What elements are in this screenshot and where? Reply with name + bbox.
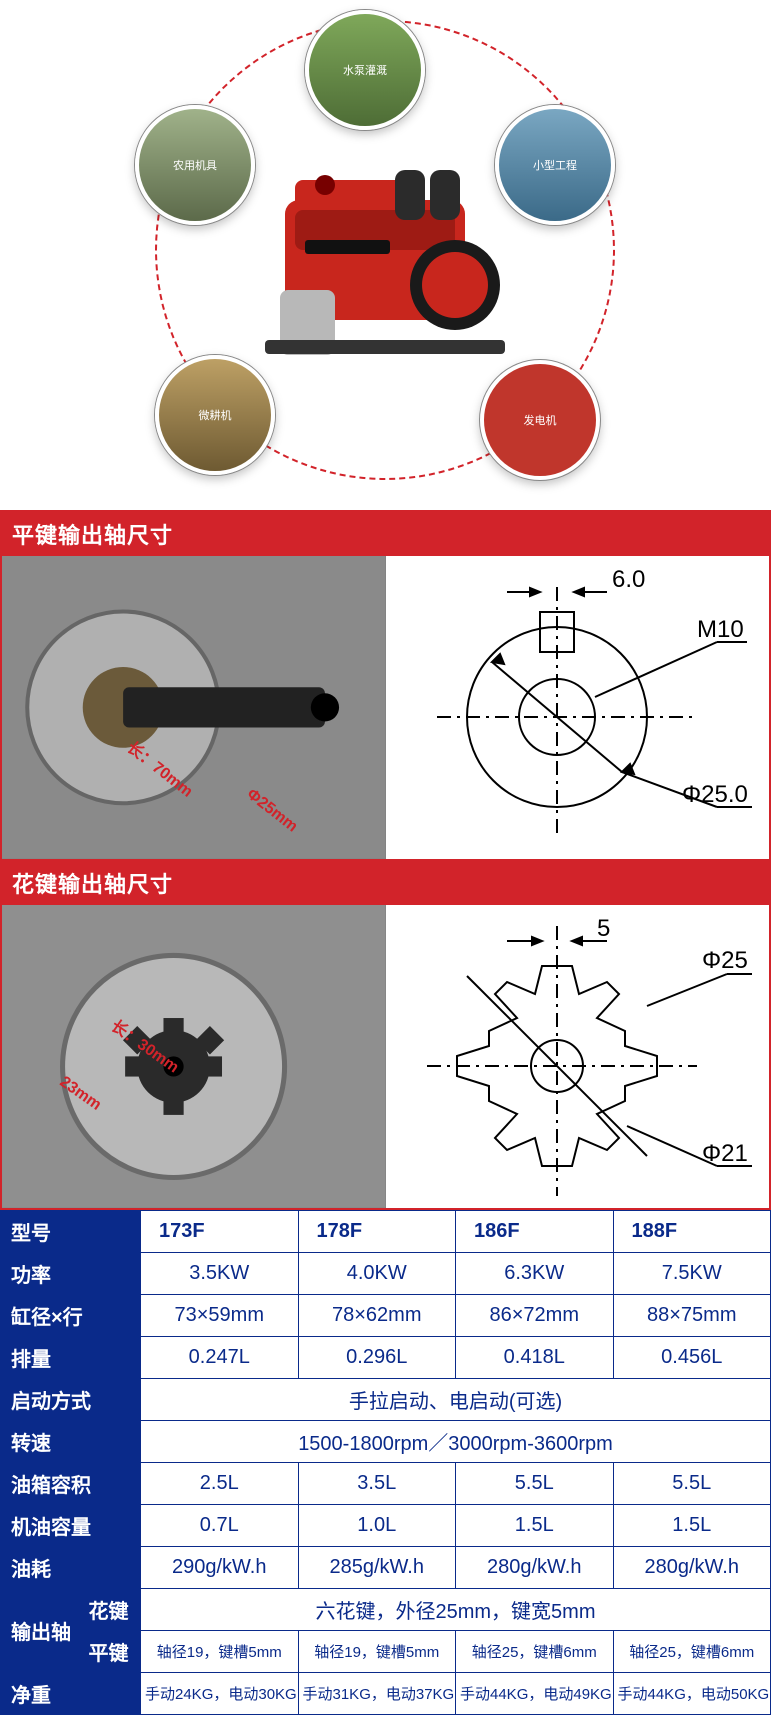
spline-shaft-diagram: 5 Φ25 Φ21 xyxy=(386,905,770,1208)
bubble-label: 农用机具 xyxy=(173,157,217,173)
hdr-rpm: 转速 xyxy=(1,1420,141,1462)
dim-outer-dia: Φ25.0 xyxy=(682,781,748,808)
cell: 1500-1800rpm／3000rpm-3600rpm xyxy=(141,1420,771,1462)
bubble-label: 发电机 xyxy=(524,412,557,428)
hdr-fuel: 油耗 xyxy=(1,1546,141,1588)
cell: 4.0KW xyxy=(298,1252,456,1294)
cell: 188F xyxy=(613,1210,771,1252)
cell: 6.3KW xyxy=(456,1252,614,1294)
hdr-oil: 机油容量 xyxy=(1,1504,141,1546)
spline-shaft-section: 花键输出轴尺寸 长：30mm 23mm xyxy=(0,861,771,1210)
app-bubble-5: 发电机 xyxy=(480,360,600,480)
row-keyshaft: 平键 轴径19，键槽5mm 轴径19，键槽5mm 轴径25，键槽6mm 轴径25… xyxy=(1,1630,771,1672)
row-start: 启动方式 手拉启动、电启动(可选) xyxy=(1,1378,771,1420)
cell: 280g/kW.h xyxy=(456,1546,614,1588)
cell: 0.247L xyxy=(141,1336,299,1378)
shaft-photo-icon xyxy=(2,556,386,859)
engine-icon xyxy=(245,140,525,360)
cell: 73×59mm xyxy=(141,1294,299,1336)
cell: 手拉启动、电启动(可选) xyxy=(141,1378,771,1420)
cell: 1.0L xyxy=(298,1504,456,1546)
section-title: 平键输出轴尺寸 xyxy=(2,512,769,556)
cell: 3.5L xyxy=(298,1462,456,1504)
bubble-label: 小型工程 xyxy=(533,157,577,173)
applications-hero: 水泵灌溉 农用机具 小型工程 微耕机 发电机 xyxy=(0,0,771,510)
cell: 0.456L xyxy=(613,1336,771,1378)
cell: 0.7L xyxy=(141,1504,299,1546)
hdr-bore: 缸径×行 xyxy=(1,1294,141,1336)
spline-photo-icon xyxy=(2,905,386,1208)
cell: 290g/kW.h xyxy=(141,1546,299,1588)
cell: 178F xyxy=(298,1210,456,1252)
cell: 88×75mm xyxy=(613,1294,771,1336)
section-body: 长：70mm Φ25mm xyxy=(2,556,769,859)
cell: 7.5KW xyxy=(613,1252,771,1294)
cell: 轴径25，键槽6mm xyxy=(456,1630,614,1672)
bubble-label: 水泵灌溉 xyxy=(343,62,387,78)
cell: 0.418L xyxy=(456,1336,614,1378)
app-bubble-4: 微耕机 xyxy=(155,355,275,475)
cell: 186F xyxy=(456,1210,614,1252)
row-tank: 油箱容积 2.5L 3.5L 5.5L 5.5L xyxy=(1,1462,771,1504)
spline-shaft-photo: 长：30mm 23mm xyxy=(2,905,386,1208)
hdr-disp: 排量 xyxy=(1,1336,141,1378)
cell: 285g/kW.h xyxy=(298,1546,456,1588)
row-power: 功率 3.5KW 4.0KW 6.3KW 7.5KW xyxy=(1,1252,771,1294)
section-title: 花键输出轴尺寸 xyxy=(2,861,769,905)
bubble-label: 微耕机 xyxy=(199,407,232,423)
cell: 六花键，外径25mm，键宽5mm xyxy=(141,1588,771,1630)
flat-key-shaft-photo: 长：70mm Φ25mm xyxy=(2,556,386,859)
hdr-output-shaft: 输出轴 xyxy=(1,1588,71,1672)
spec-table: 型号 173F 178F 186F 188F 功率 3.5KW 4.0KW 6.… xyxy=(0,1210,771,1715)
row-rpm: 转速 1500-1800rpm／3000rpm-3600rpm xyxy=(1,1420,771,1462)
dim-inner-dia: Φ21 xyxy=(702,1140,748,1167)
cell: 173F xyxy=(141,1210,299,1252)
app-bubble-1: 水泵灌溉 xyxy=(305,10,425,130)
hdr-start: 启动方式 xyxy=(1,1378,141,1420)
hdr-spline: 花键 xyxy=(71,1588,141,1630)
dim-outer-dia: Φ25 xyxy=(702,947,748,974)
cell: 轴径19，键槽5mm xyxy=(298,1630,456,1672)
section-body: 长：30mm 23mm xyxy=(2,905,769,1208)
cell: 86×72mm xyxy=(456,1294,614,1336)
flat-key-diagram-svg: 6.0 M10 Φ25.0 xyxy=(397,557,757,857)
hdr-power: 功率 xyxy=(1,1252,141,1294)
row-disp: 排量 0.247L 0.296L 0.418L 0.456L xyxy=(1,1336,771,1378)
hdr-keyshaft: 平键 xyxy=(71,1630,141,1672)
row-bore: 缸径×行 73×59mm 78×62mm 86×72mm 88×75mm xyxy=(1,1294,771,1336)
cell: 轴径25，键槽6mm xyxy=(613,1630,771,1672)
row-model: 型号 173F 178F 186F 188F xyxy=(1,1210,771,1252)
cell: 2.5L xyxy=(141,1462,299,1504)
dim-key-width: 5 xyxy=(597,915,610,942)
hdr-model: 型号 xyxy=(1,1210,141,1252)
hdr-tank: 油箱容积 xyxy=(1,1462,141,1504)
flat-key-shaft-diagram: 6.0 M10 Φ25.0 xyxy=(386,556,770,859)
cell: 1.5L xyxy=(613,1504,771,1546)
dim-thread: M10 xyxy=(697,616,744,643)
row-spline: 输出轴 花键 六花键，外径25mm，键宽5mm xyxy=(1,1588,771,1630)
cell: 1.5L xyxy=(456,1504,614,1546)
dim-key-width: 6.0 xyxy=(612,566,645,593)
row-fuel: 油耗 290g/kW.h 285g/kW.h 280g/kW.h 280g/kW… xyxy=(1,1546,771,1588)
cell: 78×62mm xyxy=(298,1294,456,1336)
cell: 0.296L xyxy=(298,1336,456,1378)
cell: 轴径19，键槽5mm xyxy=(141,1630,299,1672)
cell: 3.5KW xyxy=(141,1252,299,1294)
flat-key-shaft-section: 平键输出轴尺寸 长：70mm Φ25mm xyxy=(0,510,771,861)
cell: 280g/kW.h xyxy=(613,1546,771,1588)
spline-diagram-svg: 5 Φ25 Φ21 xyxy=(397,906,757,1206)
cell: 5.5L xyxy=(456,1462,614,1504)
row-oil: 机油容量 0.7L 1.0L 1.5L 1.5L xyxy=(1,1504,771,1546)
cell: 5.5L xyxy=(613,1462,771,1504)
engine-image xyxy=(235,130,535,370)
